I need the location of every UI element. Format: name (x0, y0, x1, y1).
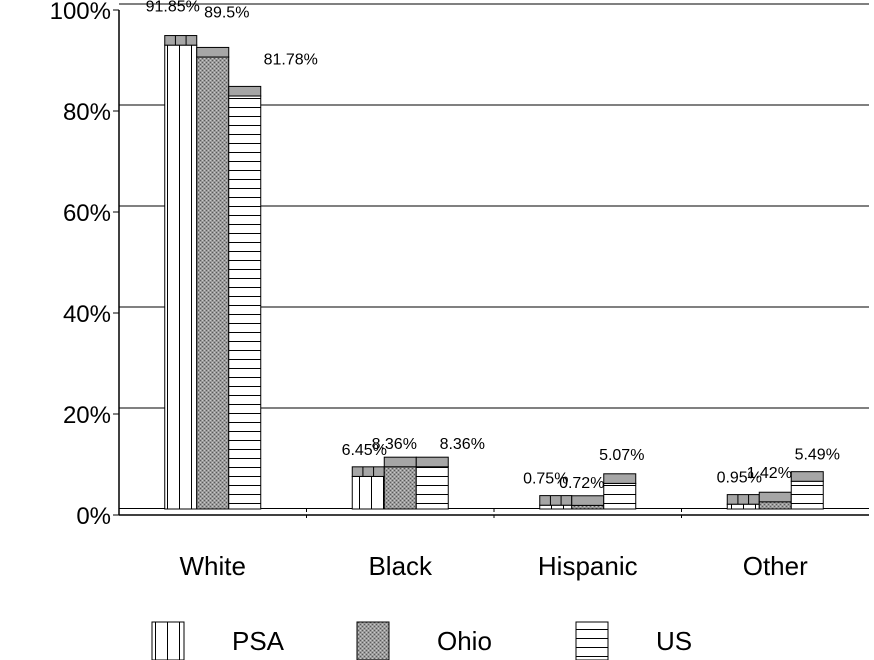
bar-top-ohio-hispanic (571, 495, 605, 506)
data-label-ohio-hispanic: 0.72% (559, 475, 604, 492)
data-label-psa-black: 6.45% (342, 442, 387, 459)
bar-psa-other (726, 503, 760, 510)
bar-top-us-hispanic (603, 473, 637, 484)
bars (164, 35, 824, 510)
y-tick-label: 60% (63, 200, 111, 227)
bar-us-hispanic (603, 482, 637, 510)
data-label-psa-hispanic: 0.75% (523, 471, 568, 488)
bar-ohio-black (383, 466, 417, 510)
legend-label-us: US (656, 626, 692, 656)
bar-us-other (790, 480, 824, 510)
bar-ohio-other (758, 501, 792, 510)
legend-swatch-psa (151, 621, 185, 660)
bar-psa-black (351, 475, 385, 510)
bar-ohio-white (196, 56, 230, 510)
data-labels: 91.85% 89.5%81.78%6.45%8.36% 8.36%0.75%0.7… (146, 0, 840, 492)
bar-ohio-hispanic (571, 504, 605, 510)
bar-us-black (415, 466, 449, 510)
data-label-us-hispanic: 5.07% (599, 447, 644, 464)
data-label-ohio-white: 89.5% (204, 4, 249, 21)
bar-top-ohio-white (196, 46, 230, 58)
bar-top-ohio-other (758, 491, 792, 503)
bar-top-us-white (228, 85, 262, 97)
data-label-us-other: 5.49% (795, 447, 840, 464)
bar-top-psa-white (164, 35, 198, 46)
x-tick-label-black: Black (368, 551, 433, 581)
legend: PSA Ohio US (151, 621, 692, 660)
data-label-ohio-other: 1.42% (747, 465, 792, 482)
data-label-psa-white: 91.85% (146, 0, 200, 16)
y-tick-label: 80% (63, 99, 111, 126)
axes: 0% 20% 40% 60% 80% 100% White Black Hispanic Othe… (50, 0, 869, 581)
y-tick-label: 40% (63, 301, 111, 328)
y-tick-label: 20% (63, 402, 111, 429)
x-tick-label-white: White (180, 551, 246, 581)
bar-us-white (228, 95, 262, 510)
legend-swatch-ohio (356, 621, 390, 660)
bar-top-ohio-black (383, 456, 417, 468)
data-label-psa-other: 0.95% (717, 470, 762, 487)
y-tick-label: 0% (76, 503, 111, 530)
legend-swatch-us (575, 621, 609, 660)
bar-psa-hispanic (539, 504, 573, 510)
data-label-ohio-black: 8.36% (372, 436, 417, 453)
bar-psa-white (164, 44, 198, 510)
data-label-us-white: 81.78% (264, 51, 318, 68)
legend-label-ohio: Ohio (437, 626, 492, 656)
bar-top-us-other (790, 471, 824, 482)
bar-top-psa-other (726, 494, 760, 505)
y-tick-label: 100% (50, 0, 111, 25)
bar-top-psa-hispanic (539, 495, 573, 506)
bar-top-us-black (415, 456, 449, 468)
x-tick-label-other: Other (743, 551, 808, 581)
data-label-us-black: 8.36% (440, 436, 485, 453)
x-tick-label-hispanic: Hispanic (538, 551, 638, 581)
bar-top-psa-black (351, 466, 385, 477)
legend-label-psa: PSA (232, 626, 285, 656)
